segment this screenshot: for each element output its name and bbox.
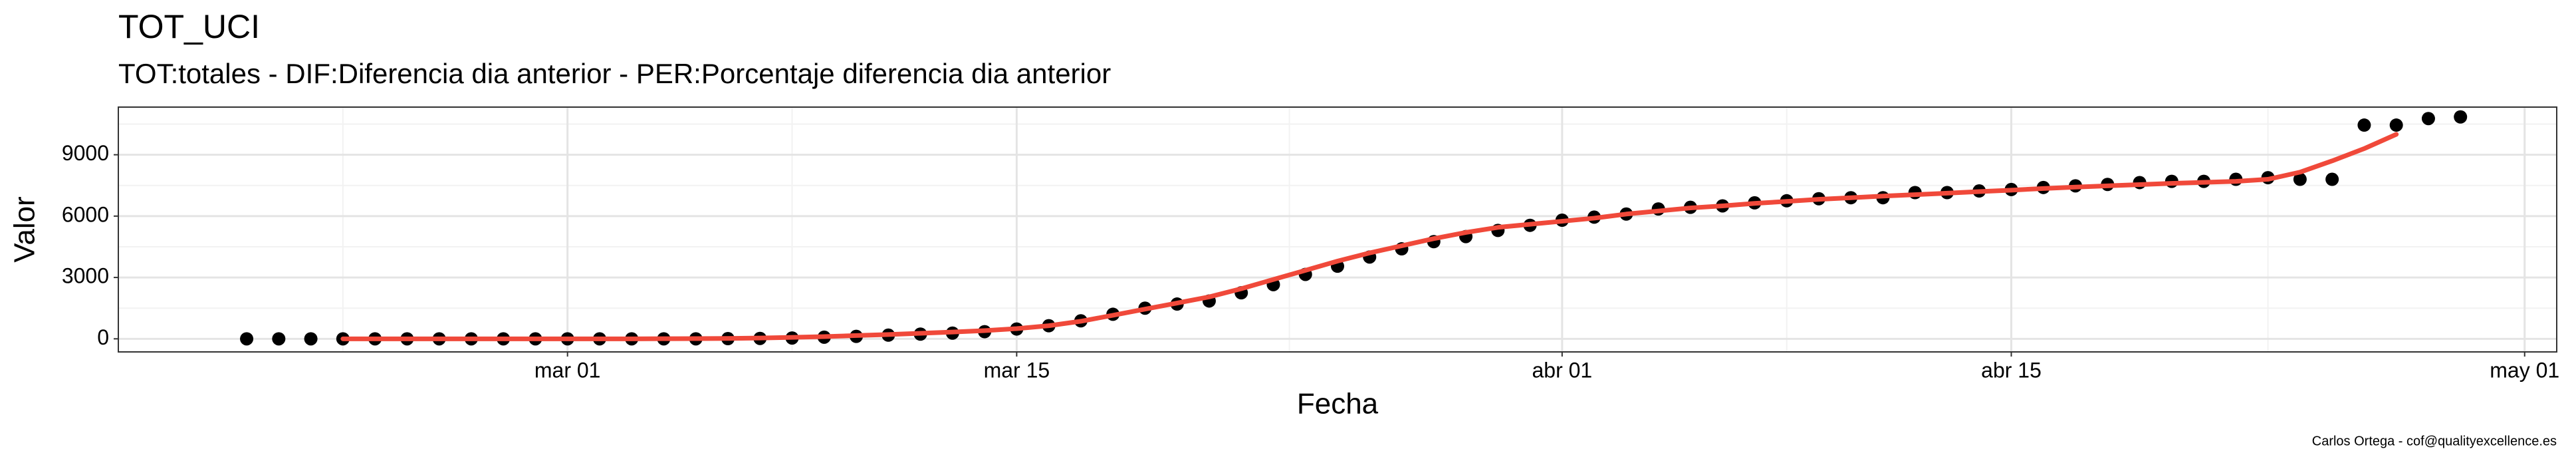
chart-subtitle: TOT:totales - DIF:Diferencia dia anterio… — [118, 58, 1111, 89]
data-point — [2421, 112, 2435, 126]
data-point — [2454, 110, 2468, 124]
plot-border — [118, 106, 2557, 353]
x-axis-title: Fecha — [1297, 388, 1379, 420]
x-tick-label: abr 01 — [1532, 358, 1592, 382]
y-tick-label: 6000 — [62, 202, 109, 226]
chart-title: TOT_UCI — [118, 8, 260, 45]
data-point — [240, 332, 254, 346]
data-point — [2357, 118, 2371, 132]
y-axis-title: Valor — [9, 196, 41, 262]
data-point — [304, 332, 318, 346]
data-point — [272, 332, 286, 346]
y-tick-label: 3000 — [62, 264, 109, 288]
x-tick-label: abr 15 — [1981, 358, 2042, 382]
caption: Carlos Ortega - cof@qualityexcellence.es — [2312, 434, 2557, 448]
x-tick-label: mar 15 — [984, 358, 1050, 382]
y-tick-label: 9000 — [62, 141, 109, 165]
smooth-line — [340, 132, 2399, 341]
data-point — [2293, 172, 2307, 186]
plot-panel — [118, 107, 2557, 352]
x-tick-label: may 01 — [2490, 358, 2559, 382]
data-point — [2389, 118, 2403, 132]
x-tick-label: mar 01 — [534, 358, 601, 382]
y-tick-label: 0 — [97, 325, 109, 349]
data-point — [2325, 172, 2339, 186]
